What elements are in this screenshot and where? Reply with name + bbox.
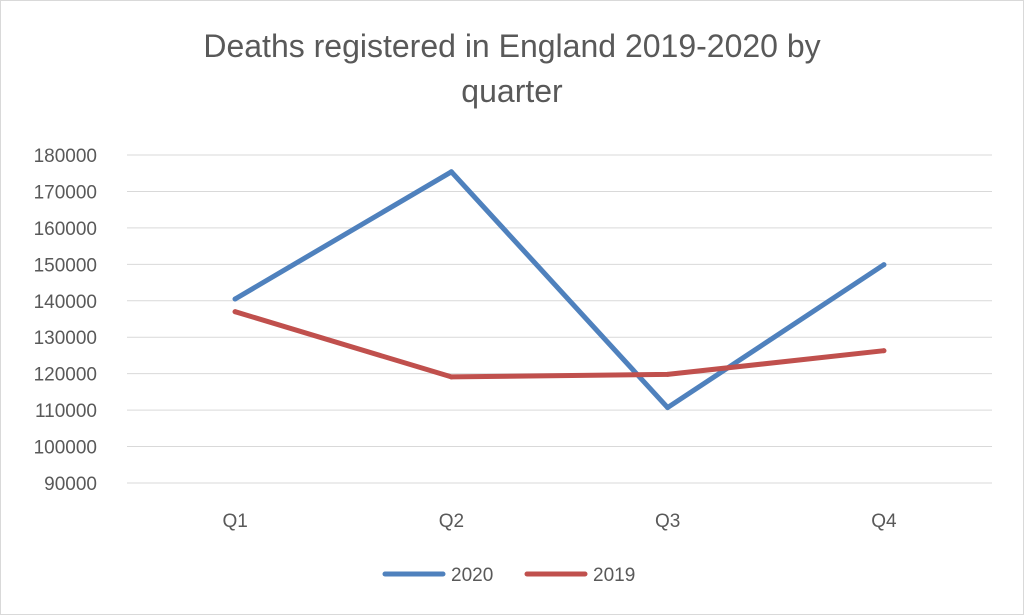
data-point-2019-Q3 [665,371,671,377]
y-tick-label: 100000 [34,438,97,459]
data-point-2020-Q2 [448,169,454,175]
x-tick-label-Q2: Q2 [439,511,464,532]
y-tick-label: 130000 [34,328,97,349]
y-tick-label: 170000 [34,182,97,203]
data-point-2020-Q1 [232,296,238,302]
y-tick-label: 180000 [34,146,97,167]
chart-title-line-2: quarter [461,73,563,109]
data-point-2020-Q3 [665,405,671,411]
chart-title: Deaths registered in England 2019-2020 b… [0,24,1024,114]
y-tick-label: 90000 [44,474,97,495]
data-point-2019-Q1 [232,309,238,315]
data-point-2019-Q4 [881,348,887,354]
y-tick-label: 120000 [34,365,97,386]
series-line-2020 [232,169,887,411]
legend-label-2020: 2020 [451,565,493,586]
x-tick-label-Q1: Q1 [222,511,247,532]
y-tick-label: 160000 [34,219,97,240]
y-tick-label: 150000 [34,255,97,276]
y-tick-label: 110000 [35,401,97,422]
x-tick-label-Q3: Q3 [655,511,680,532]
chart-title-line-1: Deaths registered in England 2019-2020 b… [203,28,821,64]
series-line-2019 [232,309,887,380]
legend-label-2019: 2019 [593,565,635,586]
y-tick-label: 140000 [34,292,97,313]
x-tick-label-Q4: Q4 [871,511,897,532]
data-point-2019-Q2 [448,374,454,380]
data-point-2020-Q4 [881,262,887,268]
